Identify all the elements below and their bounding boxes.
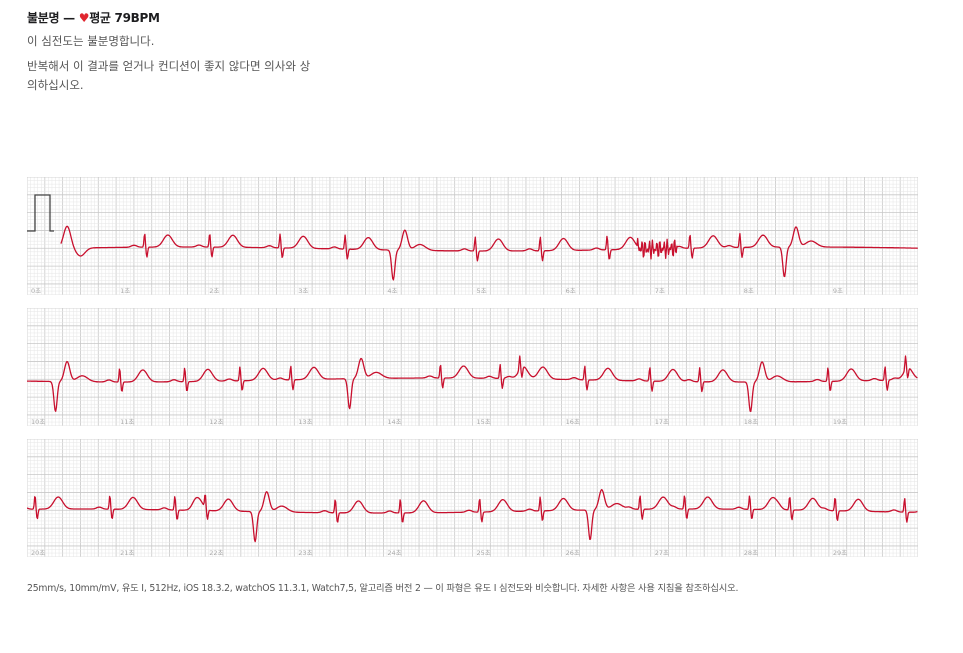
advice-text: 반복해서 이 결과를 얻거나 컨디션이 좋지 않다면 의사와 상의하십시오.	[27, 59, 311, 92]
time-tick-label: 20초	[31, 549, 45, 557]
time-tick-label: 1초	[120, 287, 130, 295]
ecg-trace	[27, 355, 918, 413]
time-tick-label: 9초	[833, 287, 843, 295]
heart-icon: ♥	[78, 11, 90, 25]
time-tick-label: 23초	[298, 549, 312, 557]
time-tick-label: 26초	[566, 549, 580, 557]
time-tick-label: 22초	[209, 549, 223, 557]
ecg-strip-3: 20초 21초 22초 23초 24초 25초 26초 27초 28초 29초	[26, 438, 919, 557]
time-tick-label: 12초	[209, 418, 223, 426]
ecg-chart-3: 20초 21초 22초 23초 24초 25초 26초 27초 28초 29초	[26, 438, 919, 557]
time-tick-label: 25초	[477, 549, 491, 557]
separator: —	[63, 11, 75, 25]
time-tick-label: 6초	[566, 287, 576, 295]
classification: 불분명	[27, 11, 60, 25]
ecg-chart-2: 10초 11초 12초 13초 14초 15초 16초 17초 18초 19초	[26, 307, 919, 426]
time-tick-label: 3초	[298, 287, 308, 295]
time-tick-label: 21초	[120, 549, 134, 557]
time-tick-label: 16초	[566, 418, 580, 426]
time-tick-label: 24초	[387, 549, 401, 557]
time-tick-label: 18초	[744, 418, 758, 426]
ecg-chart-1: 0초 1초 2초 3초 4초 5초 6초 7초 8초 9초	[26, 176, 919, 295]
ecg-trace	[26, 488, 918, 543]
time-tick-label: 8초	[744, 287, 754, 295]
time-tick-label: 15초	[477, 418, 491, 426]
ecg-strip-1: 0초 1초 2초 3초 4초 5초 6초 7초 8초 9초	[26, 176, 919, 295]
time-tick-label: 10초	[31, 418, 45, 426]
time-tick-label: 7초	[655, 287, 665, 295]
result-title: 불분명 — ♥평균 79BPM	[27, 9, 160, 26]
footer-note: 25mm/s, 10mm/mV, 유도 I, 512Hz, iOS 18.3.2…	[27, 583, 739, 594]
ecg-strip-2: 10초 11초 12초 13초 14초 15초 16초 17초 18초 19초	[26, 307, 919, 426]
ecg-trace	[60, 225, 918, 281]
calibration-pulse	[27, 194, 54, 232]
time-tick-label: 4초	[387, 287, 397, 295]
average-bpm: 평균 79BPM	[89, 11, 160, 25]
time-tick-label: 28초	[744, 549, 758, 557]
time-tick-label: 2초	[209, 287, 219, 295]
time-tick-label: 14초	[387, 418, 401, 426]
time-tick-label: 13초	[298, 418, 312, 426]
time-tick-label: 29초	[833, 549, 847, 557]
time-tick-label: 19초	[833, 418, 847, 426]
summary-text: 이 심전도는 불분명합니다.	[27, 34, 155, 48]
time-tick-label: 27초	[655, 549, 669, 557]
time-tick-label: 5초	[477, 287, 487, 295]
time-tick-label: 17초	[655, 418, 669, 426]
time-tick-label: 0초	[31, 287, 41, 295]
time-tick-label: 11초	[120, 418, 134, 426]
